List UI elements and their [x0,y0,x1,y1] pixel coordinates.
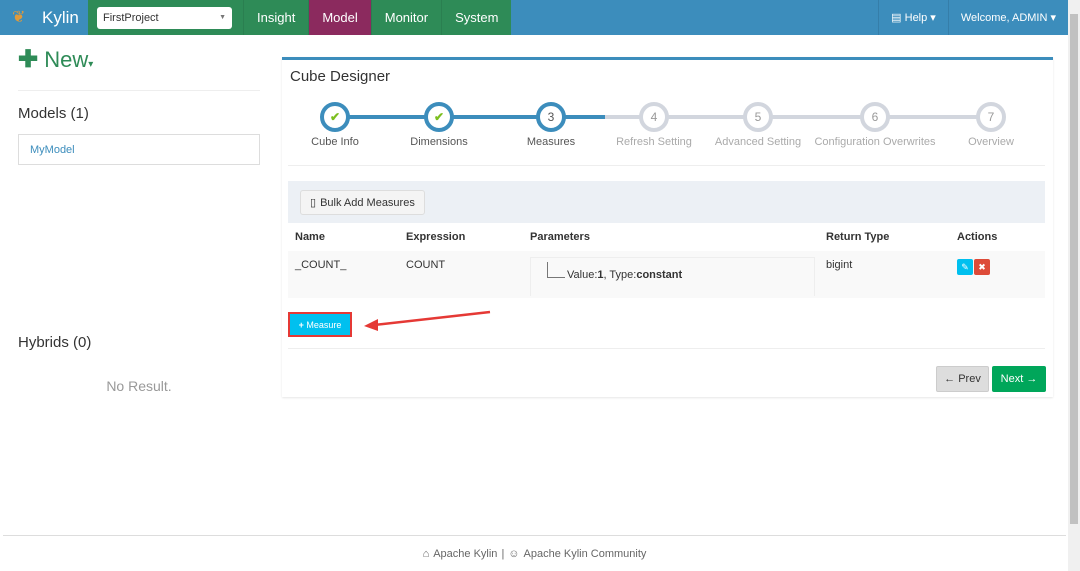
add-measure-button[interactable]: + Measure [288,312,352,337]
add-measure-label: Measure [306,319,342,330]
trash-icon[interactable]: ✖ [974,259,990,275]
no-result: No Result. [106,378,172,394]
footer-link-community[interactable]: Apache Kylin Community [523,547,647,560]
measures-table: Name Expression Parameters Return Type A… [288,223,1045,298]
sidebar: ✚ New▾ Models (1) MyModel Hybrids (0) No… [18,45,260,394]
param-value: 1 [597,269,604,281]
table-header: Name Expression Parameters Return Type A… [288,223,1045,251]
brand-name: Kylin [42,7,79,27]
param-type: constant [636,269,683,281]
col-expression: Expression [406,231,466,243]
step-label[interactable]: Refresh Setting [616,136,692,148]
annotation-arrow-icon [364,310,491,331]
nav-system[interactable]: System [441,0,512,35]
chevron-down-icon: ▼ [219,14,226,21]
arrow-right-icon: → [1026,373,1038,385]
footer-link-kylin[interactable]: Apache Kylin [433,547,498,560]
step-label[interactable]: Advanced Setting [714,136,802,148]
brand[interactable]: ❦ Kylin [0,0,88,35]
nav-insight[interactable]: Insight [243,0,309,35]
measure-return-type: bigint [819,251,950,298]
step-4-circle[interactable]: 4 [639,102,669,132]
param-value-label: Value: [567,269,598,281]
footer: ⌂ Apache Kylin | ☺ Apache Kylin Community [3,535,1066,571]
col-name: Name [295,231,325,243]
check-icon[interactable]: ✔ [424,102,454,132]
models-heading: Models (1) [18,105,89,122]
measure-name: _COUNT_ [288,251,399,298]
book-icon: ▤ [891,12,905,24]
col-parameters: Parameters [530,231,590,243]
nav-monitor[interactable]: Monitor [370,0,442,35]
prev-label: Prev [958,373,981,385]
step-label[interactable]: Cube Info [311,136,359,148]
nav-model[interactable]: Model [308,0,371,35]
help-menu[interactable]: ▤ Help ▾ [878,0,948,35]
help-label: Help [904,11,928,24]
project-value: FirstProject [103,11,159,24]
col-return-type: Return Type [826,231,890,243]
user-menu[interactable]: Welcome, ADMIN ▾ [947,0,1068,35]
step-label[interactable]: Configuration Overwrites [814,136,936,148]
prev-button[interactable]: ← Prev [936,366,989,392]
step-label[interactable]: Overview [968,136,1014,148]
new-button[interactable]: ✚ New▾ [18,46,94,73]
kylin-logo-icon: ❦ [12,8,26,26]
scrollbar-thumb[interactable] [1070,14,1078,524]
welcome-label: Welcome, ADMIN [960,11,1048,24]
bulk-add-measures-button[interactable]: ▯ Bulk Add Measures [300,190,425,215]
navbar: ❦ Kylin FirstProject ▼ Insight Model Monit… [0,0,1068,35]
next-button[interactable]: Next → [992,366,1046,392]
new-label: New [44,47,89,72]
edit-icon[interactable]: ✎ [957,259,973,275]
arrow-left-icon: ← [944,373,956,385]
col-actions: Actions [957,231,998,243]
bulk-add-label: Bulk Add Measures [320,196,415,209]
step-label[interactable]: Measures [526,136,576,148]
cube-designer-panel: Cube Designer ✔ Cube Info ✔ Dimensions 3 Meas… [282,57,1053,397]
users-icon: ☺ [508,547,520,560]
step-7-circle[interactable]: 7 [976,102,1006,132]
check-icon[interactable]: ✔ [320,102,350,132]
measure-parameters: Value:1, Type:constant [530,257,815,296]
panel-title: Cube Designer [290,68,391,85]
param-type-label: , Type: [603,269,637,281]
table-row: _COUNT_ COUNT Value:1, Type:constant big… [288,251,1045,298]
project-select[interactable]: FirstProject ▼ [97,6,232,29]
step-6-circle[interactable]: 6 [860,102,890,132]
next-label: Next [1000,373,1024,385]
model-item[interactable]: MyModel [18,134,260,165]
step-3-circle[interactable]: 3 [536,102,566,132]
wizard-steps: ✔ Cube Info ✔ Dimensions 3 Measures 4 Refresh S… [282,100,1053,160]
file-icon: ▯ [310,197,317,209]
step-5-circle[interactable]: 5 [743,102,773,132]
footer-separator: | [501,547,505,560]
step-label[interactable]: Dimensions [410,136,468,148]
scrollbar[interactable] [1068,0,1080,571]
home-icon: ⌂ [422,547,430,560]
plus-icon: ✚ [18,46,39,73]
hybrids-heading: Hybrids (0) [18,334,92,351]
measure-expression: COUNT [399,251,523,298]
